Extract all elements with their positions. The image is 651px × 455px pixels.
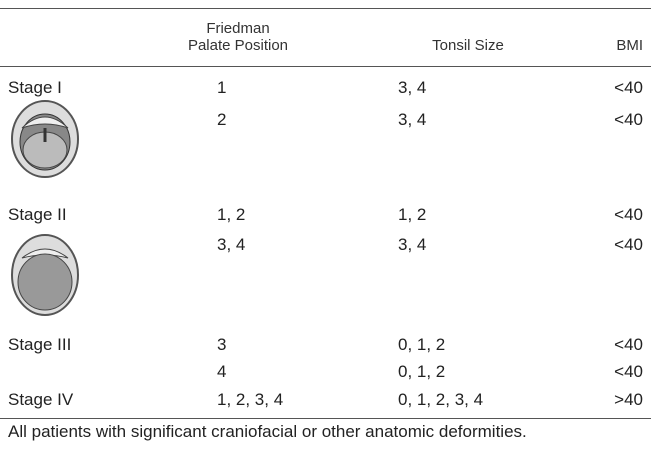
tonsil-cell: 3, 4: [398, 110, 426, 130]
stage-label: Stage III: [8, 335, 71, 355]
tonsil-cell: 3, 4: [398, 235, 426, 255]
bmi-cell: <40: [614, 335, 643, 355]
bmi-cell: <40: [614, 78, 643, 98]
header-rule: [0, 66, 651, 67]
tonsil-cell: 0, 1, 2: [398, 335, 445, 355]
tonsil-cell: 3, 4: [398, 78, 426, 98]
mouth-illustration: [8, 232, 82, 318]
header-palate-line1: Friedman: [188, 20, 288, 37]
palate-cell: 4: [217, 362, 226, 382]
top-rule: [0, 8, 651, 9]
header-tonsil: Tonsil Size: [408, 37, 528, 54]
table-page: Friedman Palate Position Tonsil Size BMI…: [0, 0, 651, 455]
palate-cell: 1, 2: [217, 205, 245, 225]
footnote: All patients with significant craniofaci…: [8, 422, 527, 442]
palate-cell: 3: [217, 335, 226, 355]
bmi-cell: <40: [614, 110, 643, 130]
header-palate-line2: Palate Position: [168, 37, 308, 54]
mouth-illustration: [8, 98, 82, 180]
bmi-cell: <40: [614, 205, 643, 225]
palate-cell: 3, 4: [217, 235, 245, 255]
tonsil-cell: 0, 1, 2: [398, 362, 445, 382]
bmi-cell: <40: [614, 362, 643, 382]
bmi-cell: >40: [614, 390, 643, 410]
header-bmi: BMI: [616, 37, 643, 54]
bmi-cell: <40: [614, 235, 643, 255]
stage-label: Stage II: [8, 205, 67, 225]
palate-cell: 2: [217, 110, 226, 130]
bottom-rule: [0, 418, 651, 419]
palate-cell: 1: [217, 78, 226, 98]
tonsil-cell: 0, 1, 2, 3, 4: [398, 390, 483, 410]
stage-label: Stage IV: [8, 390, 73, 410]
palate-cell: 1, 2, 3, 4: [217, 390, 283, 410]
tonsil-cell: 1, 2: [398, 205, 426, 225]
stage-label: Stage I: [8, 78, 62, 98]
